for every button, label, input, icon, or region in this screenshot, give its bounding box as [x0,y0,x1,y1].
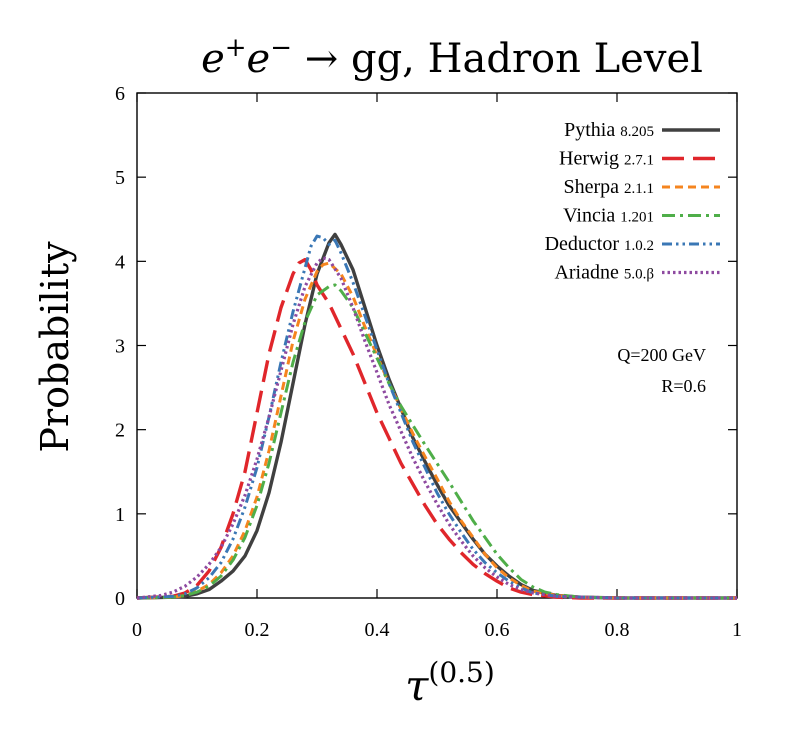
legend-entry-herwig: Herwig 2.7.1 [559,148,654,170]
legend-version: 2.1.1 [624,181,654,197]
y-tick-label: 3 [115,336,125,358]
legend-entry-pythia: Pythia 8.205 [564,119,654,141]
legend-entry-vincia: Vincia 1.201 [563,205,654,227]
legend-entry-ariadne: Ariadne 5.0.β [554,262,654,284]
x-tick-label: 0.8 [605,619,630,641]
legend-name: Pythia [564,119,620,141]
title-e1: e [201,36,225,82]
y-tick-label: 6 [115,83,125,105]
legend-name: Ariadne [554,262,623,284]
y-tick-label: 1 [115,504,125,526]
axis-ticks: 0 0.2 0.4 0.6 0.8 1 0 1 2 3 4 5 6 [115,83,742,641]
annotation-r: R=0.6 [661,376,706,396]
title-rest: → gg, Hadron Level [292,36,703,82]
series-curves [136,232,737,600]
legend-name: Vincia [563,205,620,227]
legend-name: Herwig [559,148,624,170]
series-line-herwig [136,257,737,600]
series-line-sherpa [136,261,737,600]
legend-entry-sherpa: Sherpa 2.1.1 [563,176,654,198]
series-line-pythia [136,232,737,600]
title-e2: e [247,36,271,82]
legend-version: 2.7.1 [624,153,654,169]
series-line-deductor [136,234,737,600]
series-line-ariadne [136,256,737,600]
x-axis-label-base: τ [405,661,429,710]
y-tick-label: 0 [115,588,125,610]
x-tick-label: 1 [732,619,742,641]
title-sup-plus: + [225,33,247,63]
legend-name: Sherpa [563,176,624,198]
y-tick-label: 5 [115,167,125,189]
x-tick-label: 0.2 [245,619,270,641]
x-tick-label: 0.4 [365,619,390,641]
legend-version: 8.205 [620,124,654,140]
y-tick-label: 4 [115,251,125,273]
legend-version: 1.0.2 [624,238,654,254]
title-sup-minus: − [270,33,292,63]
series-line-vincia [136,283,737,600]
x-tick-label: 0.6 [485,619,510,641]
legend-name: Deductor [545,233,624,255]
x-tick-label: 0 [132,619,142,641]
x-axis-label-sup: (0.5) [428,656,494,689]
legend-version: 1.201 [620,210,654,226]
annotation-q: Q=200 GeV [617,345,706,365]
x-axis-label: τ(0.5) [405,656,495,710]
legend-entry-deductor: Deductor 1.0.2 [545,233,654,255]
y-axis-label: Probability [33,241,77,453]
legend-version: 5.0.β [624,267,654,283]
y-tick-label: 2 [115,420,125,442]
chart-title: e+e− → gg, Hadron Level [201,33,703,82]
